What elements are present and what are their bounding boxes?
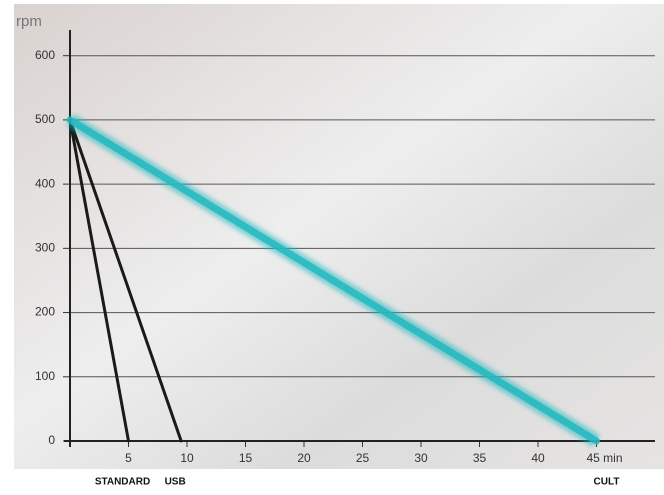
x-tick-label: 25 bbox=[356, 451, 370, 465]
x-tick-label: 10 bbox=[180, 451, 194, 465]
x-tick-label: 45 min bbox=[587, 451, 623, 465]
x-tick-label: 30 bbox=[414, 451, 428, 465]
series-line bbox=[66, 116, 600, 445]
x-tick-label: 5 bbox=[125, 451, 132, 465]
series-line bbox=[68, 118, 183, 443]
series-label: STANDARD bbox=[95, 477, 150, 488]
y-tick-label: 0 bbox=[48, 433, 55, 447]
y-tick-label: 600 bbox=[35, 48, 55, 62]
series-label: USB bbox=[165, 477, 186, 488]
x-tick-label: 40 bbox=[531, 451, 545, 465]
y-tick-label: 100 bbox=[35, 369, 55, 383]
x-tick-label: 35 bbox=[473, 451, 487, 465]
y-axis-label: rpm bbox=[16, 13, 42, 30]
x-tick-label: 20 bbox=[297, 451, 311, 465]
plot-background bbox=[14, 4, 664, 469]
y-tick-label: 500 bbox=[35, 112, 55, 126]
y-tick-label: 200 bbox=[35, 305, 55, 319]
series-label: CULT bbox=[594, 477, 620, 488]
y-tick-label: 300 bbox=[35, 241, 55, 255]
y-tick-label: 400 bbox=[35, 176, 55, 190]
series-line bbox=[68, 118, 130, 443]
x-tick-label: 15 bbox=[239, 451, 253, 465]
